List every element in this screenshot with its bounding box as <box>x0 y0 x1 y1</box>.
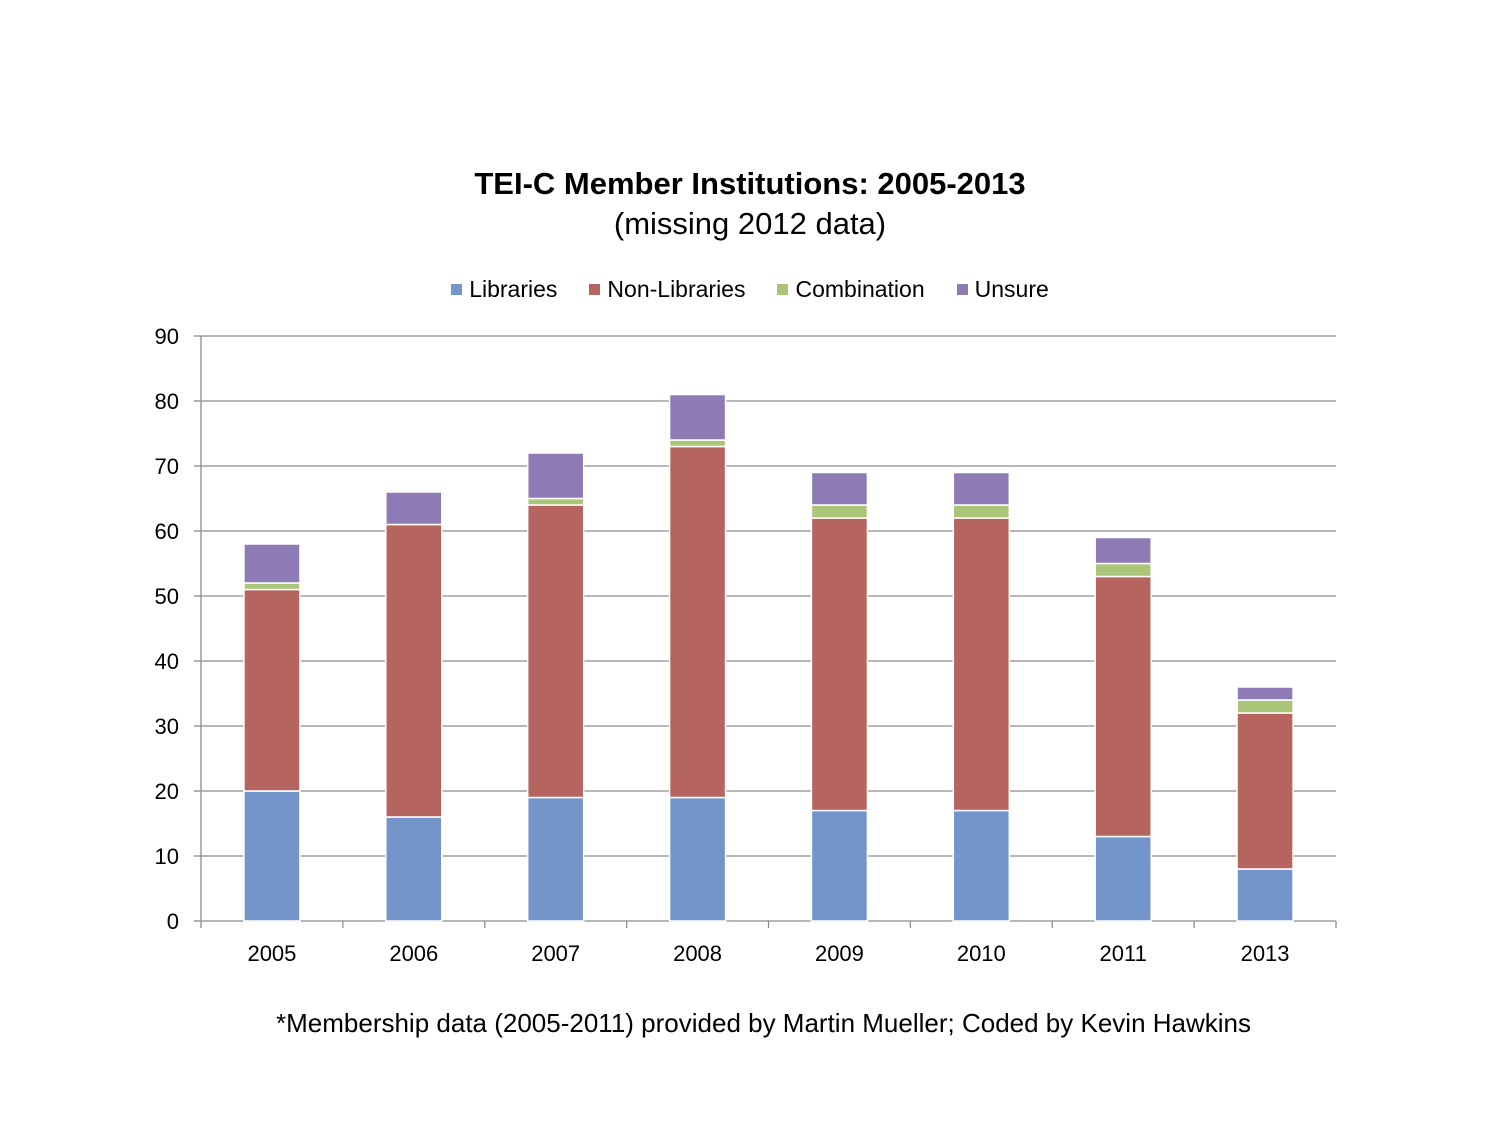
bar-unsure-2010 <box>952 471 1011 506</box>
bar-non-libraries-2010 <box>952 517 1011 812</box>
bar-combination-2013 <box>1236 699 1294 714</box>
bar-libraries-2007 <box>526 796 585 922</box>
chart-title: TEI-C Member Institutions: 2005-2013 <box>474 166 1026 201</box>
legend-item-combination: Combination <box>777 276 925 303</box>
bar-libraries-2006 <box>385 816 443 922</box>
y-tick-label: 90 <box>155 324 179 349</box>
bar-unsure-2005 <box>243 543 301 584</box>
bar-combination-2008 <box>668 439 727 448</box>
y-tick-label: 50 <box>155 584 179 609</box>
bar-combination-2009 <box>810 504 869 519</box>
bar-combination-2010 <box>952 504 1011 519</box>
chart-subtitle: (missing 2012 data) <box>613 206 887 241</box>
bar-unsure-2007 <box>526 452 585 500</box>
bar-combination-2011 <box>1094 562 1152 578</box>
x-tick-label: 2005 <box>247 941 296 966</box>
legend-label-combination: Combination <box>795 276 925 302</box>
y-tick-label: 30 <box>155 714 179 739</box>
footnote: *Membership data (2005-2011) provided by… <box>276 1008 1251 1038</box>
y-tick-label: 20 <box>155 779 179 804</box>
bar-non-libraries-2007 <box>526 504 585 799</box>
legend-item-libraries: Libraries <box>451 276 557 303</box>
legend-label-libraries: Libraries <box>469 276 558 302</box>
bar-non-libraries-2009 <box>810 517 869 812</box>
legend-label-non-libraries: Non-Libraries <box>607 276 746 302</box>
legend: Libraries Non-Libraries Combination Unsu… <box>0 276 1500 303</box>
bar-unsure-2009 <box>810 471 869 506</box>
legend-swatch-unsure <box>956 284 968 295</box>
legend-item-unsure: Unsure <box>956 276 1049 303</box>
x-tick-label: 2011 <box>1100 941 1147 966</box>
bar-unsure-2008 <box>668 393 727 441</box>
bar-libraries-2008 <box>668 796 727 922</box>
bar-combination-2005 <box>243 582 301 591</box>
bar-libraries-2011 <box>1094 835 1152 922</box>
legend-swatch-libraries <box>451 284 463 295</box>
bar-unsure-2006 <box>385 491 443 526</box>
y-tick-label: 0 <box>167 909 179 934</box>
bar-non-libraries-2006 <box>385 523 443 818</box>
legend-item-non-libraries: Non-Libraries <box>589 276 745 303</box>
x-tick-label: 2010 <box>957 941 1006 966</box>
legend-swatch-non-libraries <box>589 284 601 295</box>
bar-non-libraries-2013 <box>1236 712 1294 870</box>
x-tick-label: 2006 <box>389 941 438 966</box>
y-tick-label: 10 <box>155 844 179 869</box>
bar-combination-2007 <box>526 497 585 506</box>
y-tick-label: 40 <box>155 649 179 674</box>
y-tick-label: 80 <box>155 389 179 414</box>
x-tick-label: 2008 <box>673 941 722 966</box>
x-tick-label: 2007 <box>531 941 580 966</box>
bar-non-libraries-2005 <box>243 588 301 792</box>
bar-libraries-2010 <box>952 809 1011 922</box>
legend-label-unsure: Unsure <box>974 276 1049 302</box>
y-tick-label: 60 <box>155 519 179 544</box>
bar-libraries-2005 <box>243 790 301 922</box>
bar-libraries-2013 <box>1236 868 1294 922</box>
x-tick-label: 2009 <box>815 941 864 966</box>
y-tick-label: 70 <box>155 454 179 479</box>
bar-non-libraries-2008 <box>668 445 727 799</box>
bar-unsure-2011 <box>1094 536 1152 565</box>
legend-swatch-combination <box>777 284 789 295</box>
bar-unsure-2013 <box>1236 686 1294 701</box>
x-tick-label: 2013 <box>1241 941 1290 966</box>
bar-libraries-2009 <box>810 809 869 922</box>
bar-non-libraries-2011 <box>1094 575 1152 838</box>
